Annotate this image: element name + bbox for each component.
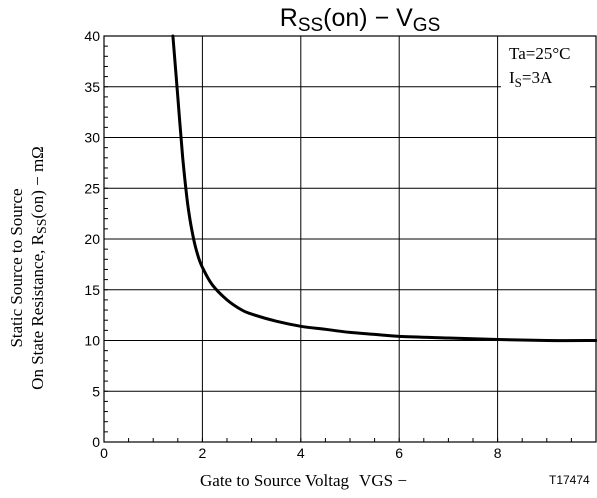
- annotation-box: [501, 40, 590, 94]
- y-tick-label: 35: [84, 79, 100, 95]
- x-tick-label: 8: [494, 445, 502, 461]
- y-tick-label: 40: [84, 28, 100, 44]
- x-tick-label: 2: [199, 445, 207, 461]
- y-axis-label-line1: Static Source to Source: [7, 188, 26, 347]
- x-axis-label: Gate to Source Voltag VGS −: [200, 471, 407, 490]
- y-tick-label: 5: [92, 383, 100, 399]
- y-tick-label: 20: [84, 231, 100, 247]
- annotation-current: IS=3A: [509, 68, 553, 90]
- y-tick-label: 10: [84, 333, 100, 349]
- annotation-temperature: Ta=25°C: [509, 44, 570, 63]
- series-layer: [171, 34, 597, 343]
- y-tick-label: 30: [84, 130, 100, 146]
- figure-id-label: T17474: [549, 473, 590, 487]
- y-tick-label: 15: [84, 282, 100, 298]
- x-tick-label: 6: [395, 445, 403, 461]
- y-tick-label: 25: [84, 180, 100, 196]
- x-tick-label: 0: [100, 445, 108, 461]
- y-tick-label: 0: [92, 434, 100, 450]
- rss-curve: [171, 34, 597, 343]
- grid-layer: [104, 36, 596, 442]
- y-axis-label-line2: On State Resistance, RSS(on) − mΩ: [28, 146, 50, 390]
- x-tick-label: 4: [297, 445, 305, 461]
- chart-title: RSS(on) − VGS: [280, 4, 441, 36]
- text-layer: RSS(on) − VGS Static Source to Source On…: [7, 4, 590, 490]
- axis-layer: 0 2 4 6 8 0 5 10 15 20 25 30 35 40: [84, 28, 597, 461]
